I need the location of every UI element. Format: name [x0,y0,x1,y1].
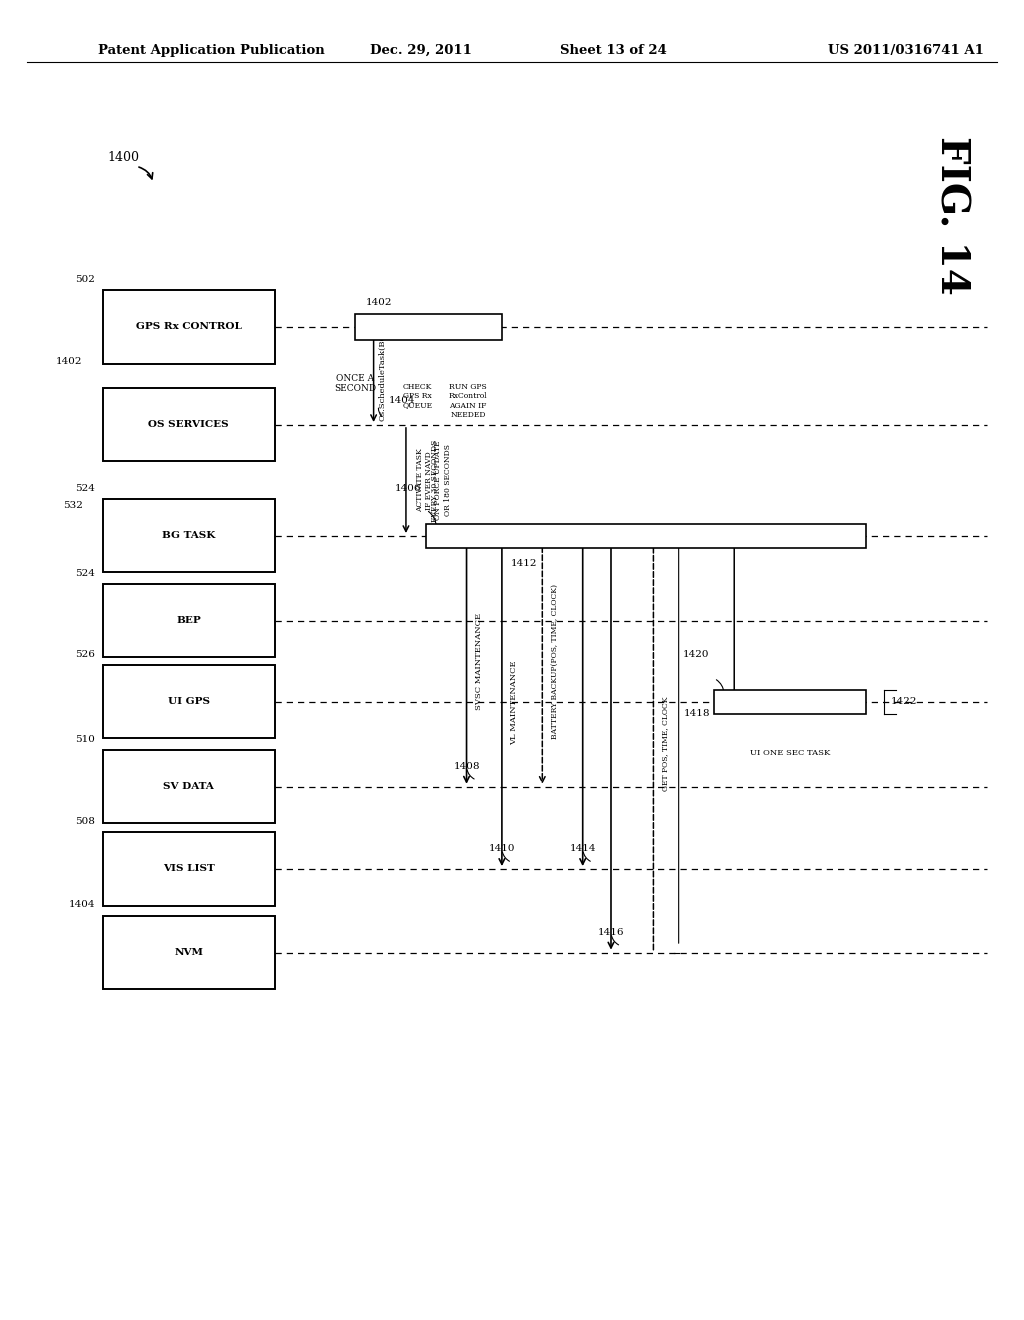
Text: Os.ScheduleTask(B6): Os.ScheduleTask(B6) [379,331,387,421]
Text: 1418: 1418 [684,709,711,718]
Text: 1422: 1422 [891,697,918,706]
Text: FIG. 14: FIG. 14 [933,136,971,296]
FancyBboxPatch shape [102,750,274,824]
Text: SV DATA: SV DATA [164,783,214,791]
Text: UI ONE SEC TASK: UI ONE SEC TASK [750,748,830,756]
Text: Patent Application Publication: Patent Application Publication [98,44,325,57]
Text: UI GPS: UI GPS [168,697,210,706]
Text: 1406: 1406 [394,484,421,492]
Text: 1412: 1412 [511,560,538,569]
Text: 1402: 1402 [56,358,83,366]
Text: 510: 510 [75,735,95,743]
Text: OS SERVICES: OS SERVICES [148,420,229,429]
Text: 524: 524 [75,484,95,492]
Text: GET POS, TIME, CLOCK: GET POS, TIME, CLOCK [662,697,670,792]
Text: CHECK
GPS Rx
QUEUE: CHECK GPS Rx QUEUE [402,383,432,409]
Text: EVERY 30 SECONDS: EVERY 30 SECONDS [431,440,439,521]
Text: VL MAINTENANCE: VL MAINTENANCE [510,660,518,744]
FancyBboxPatch shape [714,690,865,714]
Text: 1410: 1410 [488,845,515,853]
Text: Dec. 29, 2011: Dec. 29, 2011 [370,44,472,57]
FancyBboxPatch shape [102,833,274,906]
Text: 526: 526 [75,649,95,659]
Text: Sheet 13 of 24: Sheet 13 of 24 [559,44,667,57]
Text: 1420: 1420 [682,649,709,659]
Text: 1404: 1404 [69,900,95,909]
Text: ONCE A
SECOND: ONCE A SECOND [335,374,377,393]
Text: 508: 508 [75,817,95,826]
Text: ACTIVATE TASK
IF EVER NAVD
ON FORCE UPDATE
OR 180 SECONDS: ACTIVATE TASK IF EVER NAVD ON FORCE UPDA… [416,441,452,520]
Text: 532: 532 [62,500,83,510]
Text: BATTERY BACKUP(POS, TIME, CLOCK): BATTERY BACKUP(POS, TIME, CLOCK) [550,583,558,739]
Text: GPS Rx CONTROL: GPS Rx CONTROL [136,322,242,331]
Text: 1400: 1400 [108,150,139,164]
FancyBboxPatch shape [102,388,274,462]
FancyBboxPatch shape [355,314,502,341]
Text: 1414: 1414 [569,845,596,853]
FancyBboxPatch shape [426,524,865,548]
Text: US 2011/0316741 A1: US 2011/0316741 A1 [828,44,984,57]
Text: RUN GPS
RxControl
AGAIN IF
NEEDED: RUN GPS RxControl AGAIN IF NEEDED [449,383,487,418]
Text: BEP: BEP [176,616,201,626]
FancyBboxPatch shape [102,665,274,738]
FancyBboxPatch shape [102,499,274,573]
Text: 1404: 1404 [389,396,416,405]
Text: 502: 502 [75,275,95,284]
Text: 1416: 1416 [598,928,625,937]
FancyBboxPatch shape [102,585,274,657]
FancyBboxPatch shape [102,916,274,989]
Text: 524: 524 [75,569,95,578]
Text: SVSC MAINTENANCE: SVSC MAINTENANCE [475,612,482,710]
FancyBboxPatch shape [102,290,274,363]
Text: 1408: 1408 [454,762,480,771]
Text: NVM: NVM [174,948,204,957]
Text: VIS LIST: VIS LIST [163,865,215,874]
Text: BG TASK: BG TASK [162,532,215,540]
Text: 1402: 1402 [366,298,392,308]
